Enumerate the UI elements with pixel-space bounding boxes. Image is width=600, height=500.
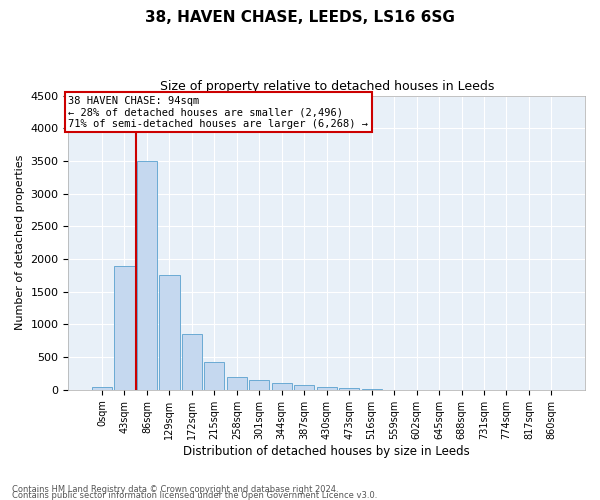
Bar xyxy=(249,380,269,390)
Bar xyxy=(272,384,292,390)
X-axis label: Distribution of detached houses by size in Leeds: Distribution of detached houses by size … xyxy=(184,444,470,458)
Title: Size of property relative to detached houses in Leeds: Size of property relative to detached ho… xyxy=(160,80,494,93)
Bar xyxy=(227,377,247,390)
Y-axis label: Number of detached properties: Number of detached properties xyxy=(15,155,25,330)
Bar xyxy=(339,388,359,390)
Text: 38 HAVEN CHASE: 94sqm
← 28% of detached houses are smaller (2,496)
71% of semi-d: 38 HAVEN CHASE: 94sqm ← 28% of detached … xyxy=(68,96,368,129)
Bar xyxy=(294,386,314,390)
Text: Contains HM Land Registry data © Crown copyright and database right 2024.: Contains HM Land Registry data © Crown c… xyxy=(12,484,338,494)
Bar xyxy=(115,266,134,390)
Text: 38, HAVEN CHASE, LEEDS, LS16 6SG: 38, HAVEN CHASE, LEEDS, LS16 6SG xyxy=(145,10,455,25)
Text: Contains public sector information licensed under the Open Government Licence v3: Contains public sector information licen… xyxy=(12,490,377,500)
Bar xyxy=(137,161,157,390)
Bar xyxy=(159,276,179,390)
Bar xyxy=(182,334,202,390)
Bar xyxy=(204,362,224,390)
Bar xyxy=(92,386,112,390)
Bar xyxy=(317,386,337,390)
